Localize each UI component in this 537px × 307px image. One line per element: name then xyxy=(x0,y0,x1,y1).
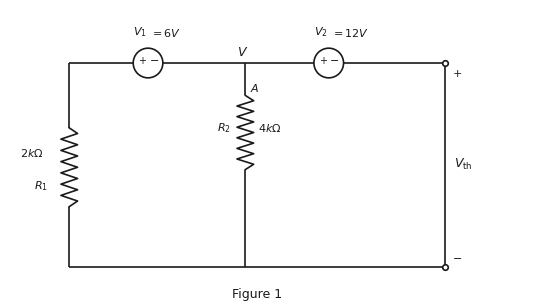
Text: −: − xyxy=(330,56,339,66)
Text: −: − xyxy=(149,56,159,66)
Text: +: + xyxy=(138,56,146,66)
Text: $-$: $-$ xyxy=(452,252,462,262)
Text: $4k\Omega$: $4k\Omega$ xyxy=(258,122,282,134)
Text: $A$: $A$ xyxy=(250,83,259,95)
Text: $2k\Omega$: $2k\Omega$ xyxy=(20,147,44,159)
Text: $V_{\rm th}$: $V_{\rm th}$ xyxy=(454,157,473,173)
Text: $R_1$: $R_1$ xyxy=(34,179,48,193)
Text: Figure 1: Figure 1 xyxy=(232,288,282,301)
Text: $R_2$: $R_2$ xyxy=(216,121,230,135)
Text: $V_1$: $V_1$ xyxy=(133,25,147,39)
Text: $V_2$: $V_2$ xyxy=(314,25,328,39)
Text: $+$: $+$ xyxy=(452,68,462,79)
Text: $= 6V$: $= 6V$ xyxy=(150,27,182,39)
Text: +: + xyxy=(319,56,326,66)
Text: $=12V$: $=12V$ xyxy=(331,27,369,39)
Text: $V$: $V$ xyxy=(237,46,249,59)
